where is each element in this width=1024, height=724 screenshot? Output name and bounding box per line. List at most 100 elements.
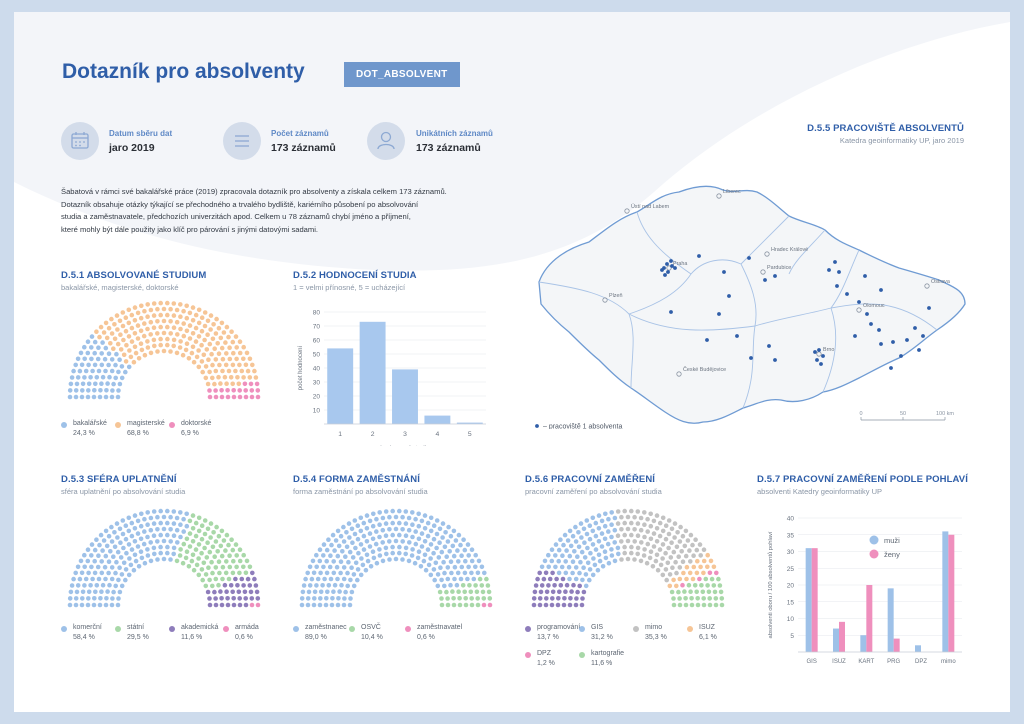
seat-dot-zaměstnanec: [318, 589, 324, 595]
seat-dot-zaměstnanec: [342, 596, 347, 601]
seat-dot-státní: [244, 558, 250, 564]
seat-dot-magisterské: [227, 356, 233, 362]
seat-dot-zaměstnanec: [333, 538, 339, 543]
seat-dot-zaměstnanec: [301, 583, 307, 588]
seat-dot-zaměstnanec: [397, 544, 402, 550]
seat-dot-mimo: [675, 530, 680, 535]
workplace-point: [813, 350, 817, 354]
seat-dot-magisterské: [204, 347, 210, 352]
seat-dot-zaměstnanec: [352, 531, 358, 537]
seat-dot-programování: [537, 596, 543, 601]
seat-dot-kartografie: [713, 602, 719, 608]
seat-dot-zaměstnanec: [326, 583, 332, 588]
seat-dot-magisterské: [191, 359, 197, 365]
seat-dot-bakalářské: [89, 334, 95, 339]
seat-dot-OSVČ: [468, 589, 474, 595]
seat-dot-akademická: [222, 582, 228, 588]
seat-dot-zaměstnanec: [380, 558, 386, 564]
seat-dot-zaměstnanec: [387, 514, 392, 520]
seat-dot-OSVČ: [463, 602, 469, 608]
seat-dot-státní: [187, 544, 193, 549]
seat-dot-státní: [214, 524, 219, 530]
intro-line: Šabatová v rámci své bakalářské práce (2…: [61, 187, 447, 196]
seat-dot-zaměstnanec: [347, 602, 353, 608]
seat-dot-státní: [181, 541, 187, 547]
seat-dot-GIS: [609, 510, 614, 515]
seat-dot-zaměstnanec: [335, 602, 341, 608]
seat-dot-mimo: [638, 527, 644, 533]
seat-dot-magisterské: [171, 337, 177, 343]
seat-dot-zaměstnanec: [437, 540, 442, 545]
seat-dot-magisterské: [168, 319, 173, 324]
seat-dot-magisterské: [145, 326, 150, 332]
seat-dot-státní: [224, 532, 230, 538]
seat-dot-zaměstnanec: [407, 540, 412, 545]
seat-dot-komerční: [161, 526, 167, 532]
seat-dot-zaměstnanec: [336, 543, 342, 549]
seat-dot-magisterské: [158, 336, 163, 342]
seat-dot-kartografie: [706, 589, 712, 595]
seat-dot-programování: [577, 583, 582, 589]
seat-dot-programování: [544, 596, 549, 601]
seat-dot-GIS: [593, 520, 599, 526]
seat-dot-bakalářské: [86, 388, 91, 393]
seat-dot-mimo: [701, 547, 707, 552]
city-label: Pardubice: [767, 265, 791, 271]
seat-dot-magisterské: [210, 375, 215, 381]
seat-dot-státní: [210, 583, 215, 589]
seat-dot-mimo: [669, 526, 675, 532]
map-legend-label: – pracoviště 1 absolventa: [543, 424, 622, 430]
seat-dot-státní: [180, 560, 186, 566]
seat-dot-komerční: [116, 596, 121, 601]
seat-dot-mimo: [619, 539, 624, 544]
seat-dot-státní: [230, 547, 236, 553]
bar-mimo-muži: [942, 531, 949, 652]
seat-dot-komerční: [98, 596, 103, 601]
legend-label: magisterské: [127, 420, 165, 427]
seat-dot-zaměstnanec: [368, 564, 374, 569]
seat-dot-magisterské: [224, 324, 230, 330]
seat-dot-zaměstnanec: [428, 572, 434, 578]
stat-icon-circle: [223, 122, 261, 160]
seat-dot-magisterské: [136, 356, 142, 361]
workplace-point: [669, 259, 673, 263]
region-border: [830, 303, 938, 331]
seat-dot-zaměstnanec: [448, 533, 454, 539]
seat-dot-zaměstnanec: [365, 558, 371, 564]
seat-dot-akademická: [225, 602, 231, 608]
seat-dot-komerční: [99, 570, 105, 576]
seat-dot-magisterské: [236, 381, 242, 387]
seat-dot-magisterské: [123, 315, 129, 320]
seat-dot-státní: [219, 553, 225, 559]
seat-dot-GIS: [578, 559, 583, 565]
seat-dot-bakalářské: [79, 394, 85, 400]
seat-dot-bakalářské: [73, 394, 79, 400]
seat-dot-programování: [561, 602, 567, 608]
seat-dot-magisterské: [178, 302, 183, 307]
seat-dot-mimo: [654, 526, 660, 531]
seat-dot-programování: [550, 596, 555, 601]
seat-dot-zaměstnanec: [436, 555, 442, 560]
seat-dot-ISUZ: [708, 558, 714, 564]
seat-dot-zaměstnanec: [469, 547, 475, 552]
seat-dot-komerční: [105, 589, 110, 594]
seat-dot-komerční: [89, 553, 94, 558]
seat-dot-komerční: [80, 589, 86, 595]
seat-dot-zaměstnanec: [326, 537, 331, 542]
seat-dot-komerční: [174, 515, 180, 521]
seat-dot-mimo: [625, 526, 631, 532]
city-label: Ústí nad Labem: [631, 203, 670, 210]
seat-dot-zaměstnanec: [471, 576, 477, 582]
seat-dot-zaměstnanec: [449, 570, 454, 576]
city-marker: [764, 251, 770, 257]
seat-dot-mimo: [619, 557, 624, 562]
seat-dot-magisterské: [196, 307, 202, 313]
seat-dot-zaměstnanec: [433, 560, 439, 566]
seat-dot-zaměstnanec: [479, 564, 485, 570]
seat-dot-komerční: [142, 529, 147, 534]
seat-dot-doktorské: [219, 394, 225, 400]
seat-dot-zaměstnanec: [361, 533, 367, 539]
map-subtitle: Katedra geoinformatiky UP, jaro 2019: [839, 136, 964, 145]
seat-dot-zaměstnanec: [363, 567, 369, 573]
seat-dot-programování: [581, 589, 587, 595]
